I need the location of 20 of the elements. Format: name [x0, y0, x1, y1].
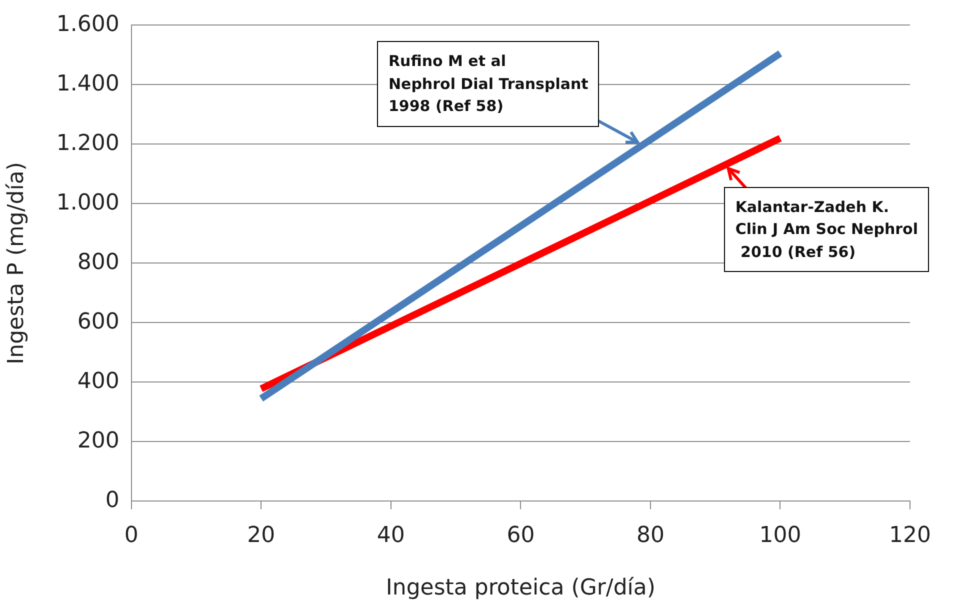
- y-tick-label: 1.000: [56, 190, 120, 216]
- y-tick-label: 400: [77, 368, 120, 394]
- x-tick-label: 0: [124, 523, 138, 548]
- annotation: Rufino M et al Nephrol Dial Transplant 1998 (Ref 58): [377, 41, 600, 127]
- y-axis-title: Ingesta P (mg/día): [4, 162, 29, 364]
- x-tick-label: 20: [247, 523, 276, 548]
- y-tick-label: 200: [77, 428, 120, 454]
- y-tick-label: 1.600: [56, 12, 120, 37]
- y-tick-label: 1.200: [56, 130, 120, 156]
- annotation: Kalantar-Zadeh K. Clin J Am Soc Nephrol 2010 (Ref 56): [724, 186, 929, 272]
- x-tick-label: 100: [759, 523, 802, 548]
- x-tick-label: 120: [889, 523, 931, 548]
- x-tick-label: 40: [376, 523, 405, 548]
- y-tick-label: 800: [77, 250, 120, 275]
- y-tick-label: 0: [105, 488, 120, 513]
- x-tick-label: 60: [506, 523, 535, 548]
- y-tick-label: 1.400: [56, 71, 120, 96]
- x-tick-label: 80: [636, 523, 664, 548]
- y-tick-label: 600: [77, 309, 120, 334]
- x-axis-title: Ingesta proteica (Gr/día): [386, 576, 656, 601]
